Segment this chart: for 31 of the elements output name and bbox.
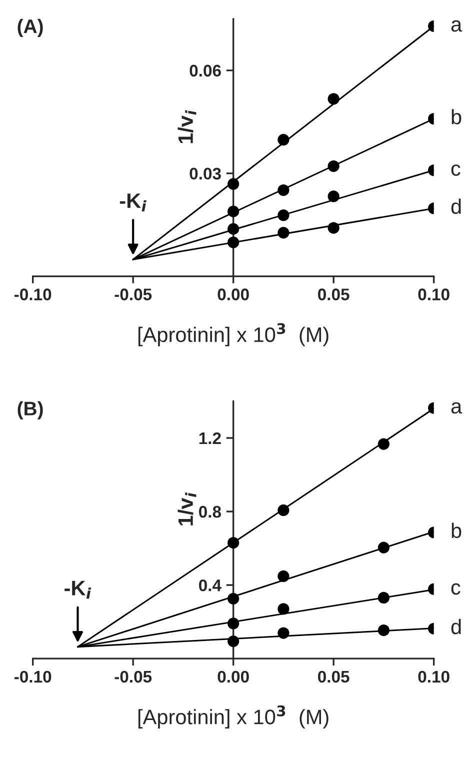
series-label: c: [451, 164, 460, 176]
y-axis-title: 1/v$_{i}$: [178, 492, 196, 526]
x-tick-label: 0.10: [418, 288, 450, 300]
series-label: b: [452, 522, 462, 538]
series-label: d: [451, 618, 461, 634]
annotation: -K$_{i}$: [120, 194, 146, 212]
x-tick-label: -0.10: [14, 670, 52, 683]
series-label: a: [451, 402, 462, 414]
x-axis-title: [Aprotinin] x 10$^{3}$ (M): [138, 323, 328, 346]
y-tick-label: 0.03: [190, 168, 221, 180]
x-tick-label: -0.10: [14, 288, 52, 300]
y-tick-label: 1.2: [199, 432, 221, 444]
x-tick-label: -0.05: [114, 288, 152, 300]
x-tick-label: 0.00: [218, 670, 249, 683]
chart-title: (B): [18, 401, 43, 420]
y-tick-label: 0.06: [190, 64, 221, 77]
x-tick-label: 0.05: [318, 288, 350, 300]
x-tick-label: -0.05: [114, 670, 152, 683]
series-label: a: [451, 20, 462, 32]
chart-title: (A): [18, 18, 43, 38]
series-label: b: [452, 109, 462, 124]
series-label: c: [451, 583, 460, 595]
x-tick-label: 0.05: [318, 670, 350, 683]
annotation: -K$_{i}$: [64, 580, 92, 599]
y-tick-label: 0.4: [199, 579, 222, 592]
x-tick-label: 0.00: [218, 288, 249, 300]
x-tick-label: 0.10: [418, 670, 450, 683]
y-tick-label: 0.8: [199, 506, 222, 518]
series-label: d: [451, 198, 461, 214]
y-axis-title: 1/v$_{i}$: [178, 110, 196, 144]
x-axis-title: [Aprotinin] x 10$^{3}$ (M): [138, 705, 328, 728]
